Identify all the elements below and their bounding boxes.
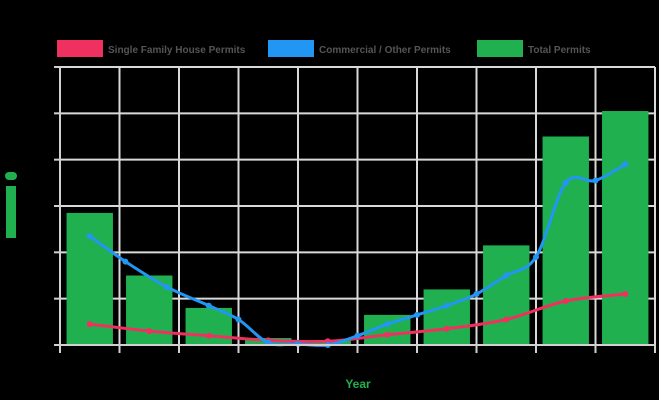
data-point bbox=[235, 316, 242, 323]
data-point bbox=[86, 233, 93, 240]
y-axis-label bbox=[5, 172, 17, 238]
data-point bbox=[146, 328, 153, 335]
legend: Single Family House Permits Commercial / … bbox=[57, 40, 591, 57]
x-axis-label: Year bbox=[345, 377, 371, 391]
data-point bbox=[164, 284, 171, 291]
data-point bbox=[562, 297, 569, 304]
data-point bbox=[592, 177, 599, 184]
bar bbox=[542, 136, 589, 345]
data-point bbox=[443, 302, 450, 309]
legend-label: Commercial / Other Permits bbox=[319, 45, 451, 56]
data-point bbox=[205, 302, 212, 309]
data-point bbox=[122, 258, 129, 265]
legend-label: Total Permits bbox=[528, 45, 591, 56]
data-point bbox=[622, 161, 629, 168]
bar bbox=[483, 245, 530, 345]
legend-label: Single Family House Permits bbox=[108, 45, 246, 56]
data-point bbox=[205, 332, 212, 339]
data-point bbox=[533, 253, 539, 260]
bar bbox=[602, 111, 649, 346]
legend-swatch bbox=[477, 40, 523, 57]
data-point bbox=[503, 316, 510, 323]
data-point bbox=[86, 321, 93, 328]
data-point bbox=[473, 291, 480, 298]
legend-swatch bbox=[57, 40, 103, 57]
data-point bbox=[503, 272, 510, 279]
bar bbox=[423, 289, 470, 345]
axes bbox=[54, 66, 656, 353]
data-point bbox=[384, 331, 391, 338]
legend-swatch bbox=[268, 40, 314, 57]
data-point bbox=[384, 321, 391, 328]
data-point bbox=[622, 291, 629, 298]
bar bbox=[185, 307, 232, 345]
data-point bbox=[414, 311, 420, 318]
data-point bbox=[354, 332, 361, 339]
data-point bbox=[443, 325, 450, 332]
data-point bbox=[562, 179, 569, 186]
